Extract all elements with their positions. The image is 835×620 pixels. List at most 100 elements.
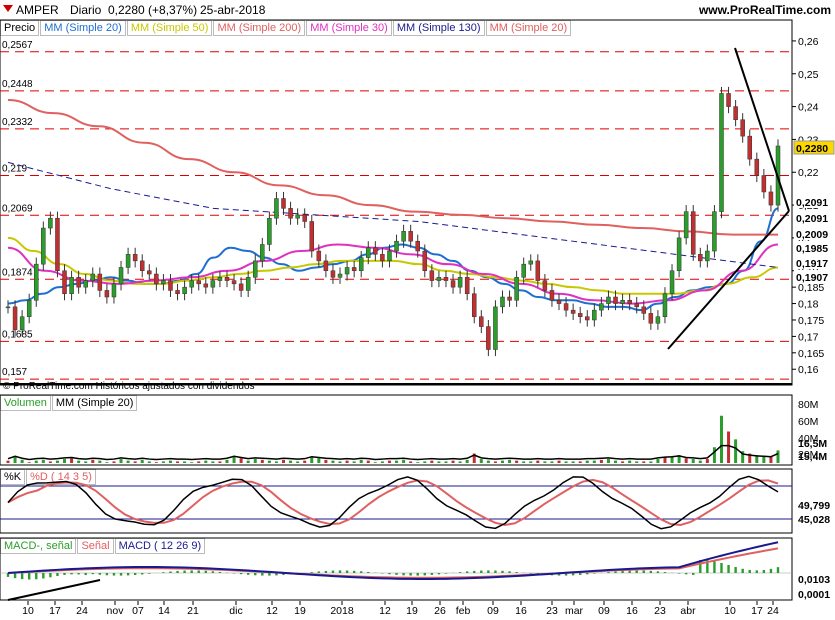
macd-histogram-bar — [360, 571, 363, 573]
macd-histogram-bar — [20, 573, 24, 580]
candle-body — [408, 231, 413, 242]
level-label: 0,1685 — [2, 329, 33, 340]
volume-bar — [161, 461, 165, 463]
macd-histogram-bar — [409, 573, 412, 576]
volume-bar — [705, 459, 709, 463]
candle-body — [500, 296, 505, 308]
volume-bar — [776, 450, 780, 463]
volume-bar — [239, 458, 243, 463]
macd-histogram-bar — [487, 570, 490, 573]
x-axis-label: 23 — [654, 605, 666, 617]
ma130-line — [7, 161, 779, 268]
price-legend-item[interactable]: MM (Simple 50) — [126, 20, 213, 36]
volume-bar — [13, 455, 17, 463]
price-tag-box — [794, 211, 834, 224]
candle-body — [535, 260, 541, 281]
macd-histogram-bar — [148, 573, 151, 574]
price-tag-box — [794, 241, 834, 254]
stochastic-tag: 49,799 — [798, 500, 830, 512]
volume-bar — [289, 460, 293, 463]
macd-legend: MACD-, señal Señal MACD ( 12 26 9) — [0, 538, 206, 554]
macd-histogram-bar — [677, 573, 681, 574]
volume-bar — [734, 439, 738, 463]
volume-bar — [147, 461, 151, 463]
candle-body — [90, 273, 96, 281]
volume-bar — [614, 460, 618, 463]
price-axis-label: 0,18 — [798, 299, 819, 311]
macd-histogram-bar — [692, 573, 695, 575]
macd-histogram-bar — [755, 570, 759, 573]
x-axis-label: 17 — [49, 605, 61, 617]
candle-body — [634, 303, 639, 308]
volume-bar — [500, 460, 504, 463]
macd-histogram-bar — [416, 573, 419, 576]
candle-body — [662, 293, 668, 317]
price-axis-label: 0,25 — [798, 69, 819, 81]
macd-histogram-bar — [317, 571, 321, 573]
candle-body — [302, 214, 307, 222]
site-url[interactable]: www.ProRealTime.com — [698, 3, 831, 17]
volume-tag: 15,4M — [798, 451, 827, 463]
volume-bar — [267, 460, 271, 463]
macd-signal-line — [7, 547, 779, 579]
volume-bar — [571, 461, 575, 463]
volume-bar — [677, 455, 681, 463]
price-legend-item[interactable]: MM (Simple 20) — [485, 20, 572, 36]
volume-tag: 16,5M — [798, 438, 827, 450]
macd-line — [7, 541, 779, 581]
volume-bar — [437, 461, 441, 463]
volume-bar — [727, 431, 731, 463]
candle-body — [238, 283, 244, 291]
volume-bar — [444, 461, 448, 463]
price-legend-item[interactable]: Precio — [0, 20, 40, 36]
volume-bar — [154, 462, 158, 463]
candle-body — [606, 296, 611, 304]
candle-body — [549, 290, 555, 301]
volume-bar — [324, 459, 328, 463]
price-legend-item[interactable]: MM (Simple 20) — [40, 20, 126, 36]
x-axis-label: 16 — [626, 605, 638, 617]
volume-bar — [755, 455, 759, 463]
price-legend-item[interactable]: MM (Simple 30) — [306, 20, 392, 36]
candle-body — [761, 175, 767, 193]
macd-histogram-bar — [183, 570, 186, 573]
price-change: 0,2280 (+8,37%) — [108, 3, 198, 17]
volume-bar — [34, 460, 38, 463]
volume-bar — [218, 461, 222, 463]
x-axis-label: 12 — [379, 605, 391, 617]
volume-bar — [387, 460, 391, 463]
candle-body — [493, 306, 498, 350]
macd-histogram-bar — [310, 572, 313, 573]
candle-body — [274, 198, 279, 219]
volume-bar — [352, 461, 356, 463]
macd-histogram-bar — [246, 573, 250, 575]
candle-body — [196, 280, 201, 285]
candle-body — [479, 316, 484, 327]
macd-histogram-bar — [642, 570, 645, 573]
volume-bar — [246, 460, 250, 463]
date: 25-abr-2018 — [200, 3, 266, 17]
price-legend-item[interactable]: MM (Simple 130) — [392, 20, 485, 36]
candle-body — [245, 277, 251, 291]
candle-body — [373, 247, 378, 255]
volume-bar — [698, 460, 702, 463]
volume-bar — [557, 460, 561, 463]
stochastic-legend-item[interactable]: %D ( 14 3 5) — [26, 469, 96, 485]
macd-histogram-bar — [42, 573, 45, 579]
macd-histogram-bar — [713, 561, 716, 573]
macd-histogram-bar — [508, 571, 511, 573]
candle-body — [457, 277, 463, 288]
stochastic-legend-item[interactable]: %K — [0, 469, 26, 485]
volume-bar — [63, 459, 67, 463]
macd-histogram-bar — [197, 570, 200, 573]
x-axis-label: abr — [680, 605, 696, 617]
macd-histogram-bar — [614, 571, 617, 573]
candle-body — [712, 211, 717, 252]
volume-bar — [112, 461, 116, 463]
volume-bar — [296, 461, 300, 463]
macd-legend-item[interactable]: Señal — [77, 538, 114, 554]
candle-body — [401, 231, 406, 242]
level-label: 0,219 — [2, 164, 27, 175]
macd-histogram-bar — [282, 573, 285, 575]
